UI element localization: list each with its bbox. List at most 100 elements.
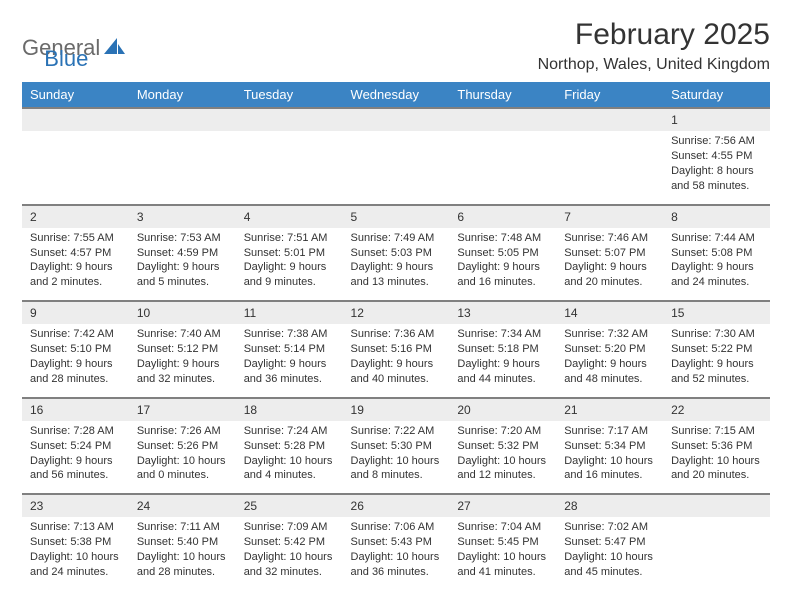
sunset-text: Sunset: 4:59 PM	[137, 246, 228, 261]
day-number-cell	[129, 108, 236, 131]
day-data-cell: Sunrise: 7:53 AMSunset: 4:59 PMDaylight:…	[129, 228, 236, 301]
daylight-text: Daylight: 9 hours and 16 minutes.	[457, 260, 548, 290]
sunrise-text: Sunrise: 7:55 AM	[30, 231, 121, 246]
daylight-text: Daylight: 10 hours and 24 minutes.	[30, 550, 121, 580]
daylight-text: Daylight: 10 hours and 41 minutes.	[457, 550, 548, 580]
day-data-cell: Sunrise: 7:38 AMSunset: 5:14 PMDaylight:…	[236, 324, 343, 397]
day-number-cell	[236, 108, 343, 131]
sunrise-text: Sunrise: 7:53 AM	[137, 231, 228, 246]
logo: General Blue	[22, 18, 88, 72]
day-number-cell: 27	[449, 494, 556, 517]
sunrise-text: Sunrise: 7:11 AM	[137, 520, 228, 535]
sunset-text: Sunset: 5:42 PM	[244, 535, 335, 550]
sunset-text: Sunset: 5:22 PM	[671, 342, 762, 357]
day-data-cell	[343, 131, 450, 204]
day-number-cell: 7	[556, 205, 663, 228]
day-data-row: Sunrise: 7:28 AMSunset: 5:24 PMDaylight:…	[22, 421, 770, 494]
day-data-cell: Sunrise: 7:13 AMSunset: 5:38 PMDaylight:…	[22, 517, 129, 589]
day-number-cell: 19	[343, 398, 450, 421]
day-data-cell: Sunrise: 7:34 AMSunset: 5:18 PMDaylight:…	[449, 324, 556, 397]
day-number-cell: 26	[343, 494, 450, 517]
sunrise-text: Sunrise: 7:02 AM	[564, 520, 655, 535]
sunrise-text: Sunrise: 7:49 AM	[351, 231, 442, 246]
daylight-text: Daylight: 10 hours and 8 minutes.	[351, 454, 442, 484]
sunset-text: Sunset: 5:12 PM	[137, 342, 228, 357]
day-number-cell: 9	[22, 301, 129, 324]
daylight-text: Daylight: 10 hours and 32 minutes.	[244, 550, 335, 580]
day-number-cell: 11	[236, 301, 343, 324]
day-data-cell: Sunrise: 7:24 AMSunset: 5:28 PMDaylight:…	[236, 421, 343, 494]
sunrise-text: Sunrise: 7:32 AM	[564, 327, 655, 342]
daylight-text: Daylight: 9 hours and 48 minutes.	[564, 357, 655, 387]
sunset-text: Sunset: 5:40 PM	[137, 535, 228, 550]
day-data-cell: Sunrise: 7:26 AMSunset: 5:26 PMDaylight:…	[129, 421, 236, 494]
daylight-text: Daylight: 10 hours and 20 minutes.	[671, 454, 762, 484]
sunrise-text: Sunrise: 7:44 AM	[671, 231, 762, 246]
day-data-cell: Sunrise: 7:46 AMSunset: 5:07 PMDaylight:…	[556, 228, 663, 301]
daylight-text: Daylight: 10 hours and 36 minutes.	[351, 550, 442, 580]
logo-sail-icon	[104, 36, 126, 61]
location: Northop, Wales, United Kingdom	[538, 56, 770, 74]
day-data-row: Sunrise: 7:56 AMSunset: 4:55 PMDaylight:…	[22, 131, 770, 204]
day-data-cell: Sunrise: 7:15 AMSunset: 5:36 PMDaylight:…	[663, 421, 770, 494]
sunrise-text: Sunrise: 7:09 AM	[244, 520, 335, 535]
sunrise-text: Sunrise: 7:30 AM	[671, 327, 762, 342]
sunset-text: Sunset: 5:36 PM	[671, 439, 762, 454]
day-data-cell: Sunrise: 7:40 AMSunset: 5:12 PMDaylight:…	[129, 324, 236, 397]
daylight-text: Daylight: 9 hours and 9 minutes.	[244, 260, 335, 290]
day-number-row: 9101112131415	[22, 301, 770, 324]
day-number-cell: 16	[22, 398, 129, 421]
day-number-cell: 12	[343, 301, 450, 324]
day-number-cell: 6	[449, 205, 556, 228]
month-title: February 2025	[538, 18, 770, 52]
day-data-cell: Sunrise: 7:51 AMSunset: 5:01 PMDaylight:…	[236, 228, 343, 301]
day-data-cell: Sunrise: 7:30 AMSunset: 5:22 PMDaylight:…	[663, 324, 770, 397]
day-data-row: Sunrise: 7:13 AMSunset: 5:38 PMDaylight:…	[22, 517, 770, 589]
day-number-row: 2345678	[22, 205, 770, 228]
daylight-text: Daylight: 9 hours and 5 minutes.	[137, 260, 228, 290]
weekday-header: Saturday	[663, 82, 770, 108]
day-data-cell: Sunrise: 7:48 AMSunset: 5:05 PMDaylight:…	[449, 228, 556, 301]
daylight-text: Daylight: 9 hours and 28 minutes.	[30, 357, 121, 387]
sunrise-text: Sunrise: 7:22 AM	[351, 424, 442, 439]
day-number-cell: 28	[556, 494, 663, 517]
daylight-text: Daylight: 10 hours and 0 minutes.	[137, 454, 228, 484]
daylight-text: Daylight: 9 hours and 2 minutes.	[30, 260, 121, 290]
day-number-cell	[449, 108, 556, 131]
day-number-cell: 5	[343, 205, 450, 228]
sunrise-text: Sunrise: 7:38 AM	[244, 327, 335, 342]
weekday-header: Thursday	[449, 82, 556, 108]
day-number-cell	[663, 494, 770, 517]
logo-text-blue: Blue	[44, 46, 88, 72]
day-data-cell: Sunrise: 7:44 AMSunset: 5:08 PMDaylight:…	[663, 228, 770, 301]
sunset-text: Sunset: 5:30 PM	[351, 439, 442, 454]
sunrise-text: Sunrise: 7:26 AM	[137, 424, 228, 439]
sunset-text: Sunset: 5:18 PM	[457, 342, 548, 357]
sunset-text: Sunset: 5:10 PM	[30, 342, 121, 357]
sunset-text: Sunset: 5:28 PM	[244, 439, 335, 454]
sunset-text: Sunset: 5:43 PM	[351, 535, 442, 550]
sunrise-text: Sunrise: 7:15 AM	[671, 424, 762, 439]
weekday-header: Tuesday	[236, 82, 343, 108]
day-data-cell: Sunrise: 7:04 AMSunset: 5:45 PMDaylight:…	[449, 517, 556, 589]
daylight-text: Daylight: 9 hours and 36 minutes.	[244, 357, 335, 387]
daylight-text: Daylight: 8 hours and 58 minutes.	[671, 164, 762, 194]
day-data-cell	[663, 517, 770, 589]
sunset-text: Sunset: 4:55 PM	[671, 149, 762, 164]
sunset-text: Sunset: 5:05 PM	[457, 246, 548, 261]
sunset-text: Sunset: 4:57 PM	[30, 246, 121, 261]
sunset-text: Sunset: 5:24 PM	[30, 439, 121, 454]
sunset-text: Sunset: 5:16 PM	[351, 342, 442, 357]
daylight-text: Daylight: 10 hours and 16 minutes.	[564, 454, 655, 484]
sunset-text: Sunset: 5:45 PM	[457, 535, 548, 550]
day-number-cell: 22	[663, 398, 770, 421]
sunset-text: Sunset: 5:38 PM	[30, 535, 121, 550]
weekday-header: Friday	[556, 82, 663, 108]
sunrise-text: Sunrise: 7:40 AM	[137, 327, 228, 342]
sunset-text: Sunset: 5:32 PM	[457, 439, 548, 454]
sunrise-text: Sunrise: 7:46 AM	[564, 231, 655, 246]
sunrise-text: Sunrise: 7:20 AM	[457, 424, 548, 439]
sunset-text: Sunset: 5:03 PM	[351, 246, 442, 261]
daylight-text: Daylight: 10 hours and 28 minutes.	[137, 550, 228, 580]
daylight-text: Daylight: 9 hours and 13 minutes.	[351, 260, 442, 290]
